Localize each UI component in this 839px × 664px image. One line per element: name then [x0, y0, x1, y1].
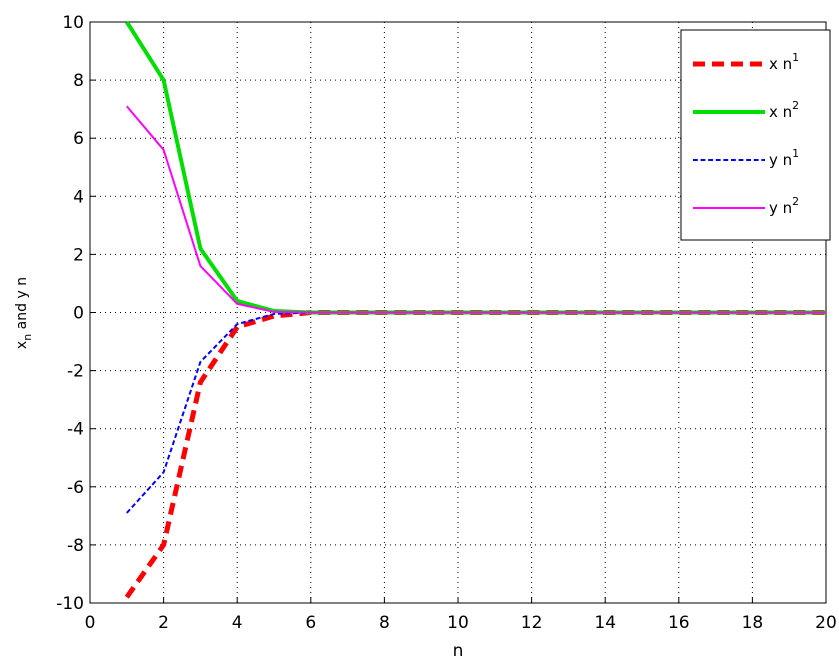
x-tick-label: 10: [447, 613, 469, 633]
y-tick-label: 0: [73, 304, 84, 324]
y-tick-label: -2: [67, 362, 84, 382]
y-tick-label: -4: [67, 420, 84, 440]
legend: x n1x n2y n1y n2: [680, 29, 831, 241]
y-label-sub: n: [21, 334, 34, 341]
x-tick-label: 4: [232, 613, 243, 633]
x-tick-label: 16: [668, 613, 690, 633]
y-label-rest: and y n: [14, 277, 30, 334]
series-line: [126, 105, 826, 314]
legend-label: y n1: [769, 147, 799, 169]
x-axis-label: n: [453, 641, 464, 660]
legend-sup: 2: [792, 99, 799, 112]
legend-label: y n2: [769, 195, 799, 217]
x-tick-label: 14: [594, 613, 616, 633]
legend-label: x n1: [769, 51, 799, 73]
y-tick-label: 4: [73, 187, 84, 207]
y-tick-label: 2: [73, 245, 84, 265]
x-tick-label: 0: [85, 613, 96, 633]
legend-label: x n2: [769, 99, 799, 121]
x-tick-label: 6: [305, 613, 316, 633]
legend-name: y n: [769, 199, 792, 217]
y-tick-label: 10: [62, 13, 84, 33]
y-axis-label: xn and y n: [14, 277, 34, 349]
x-tick-label: 20: [815, 613, 837, 633]
legend-name: x n: [769, 103, 792, 121]
y-tick-label: -10: [56, 594, 84, 614]
y-tick-label: 8: [73, 71, 84, 91]
y-tick-label: -8: [67, 536, 84, 556]
y-label-main: x: [14, 341, 30, 349]
x-tick-label: 2: [158, 613, 169, 633]
y-tick-label: 6: [73, 129, 84, 149]
y-tick-label: -6: [67, 478, 84, 498]
legend-sup: 1: [792, 147, 799, 160]
legend-sup: 1: [792, 51, 799, 64]
legend-name: y n: [769, 151, 792, 169]
x-tick-label: 18: [742, 613, 764, 633]
x-tick-label: 12: [521, 613, 543, 633]
legend-name: x n: [769, 55, 792, 73]
legend-sup: 2: [792, 195, 799, 208]
x-tick-label: 8: [379, 613, 390, 633]
